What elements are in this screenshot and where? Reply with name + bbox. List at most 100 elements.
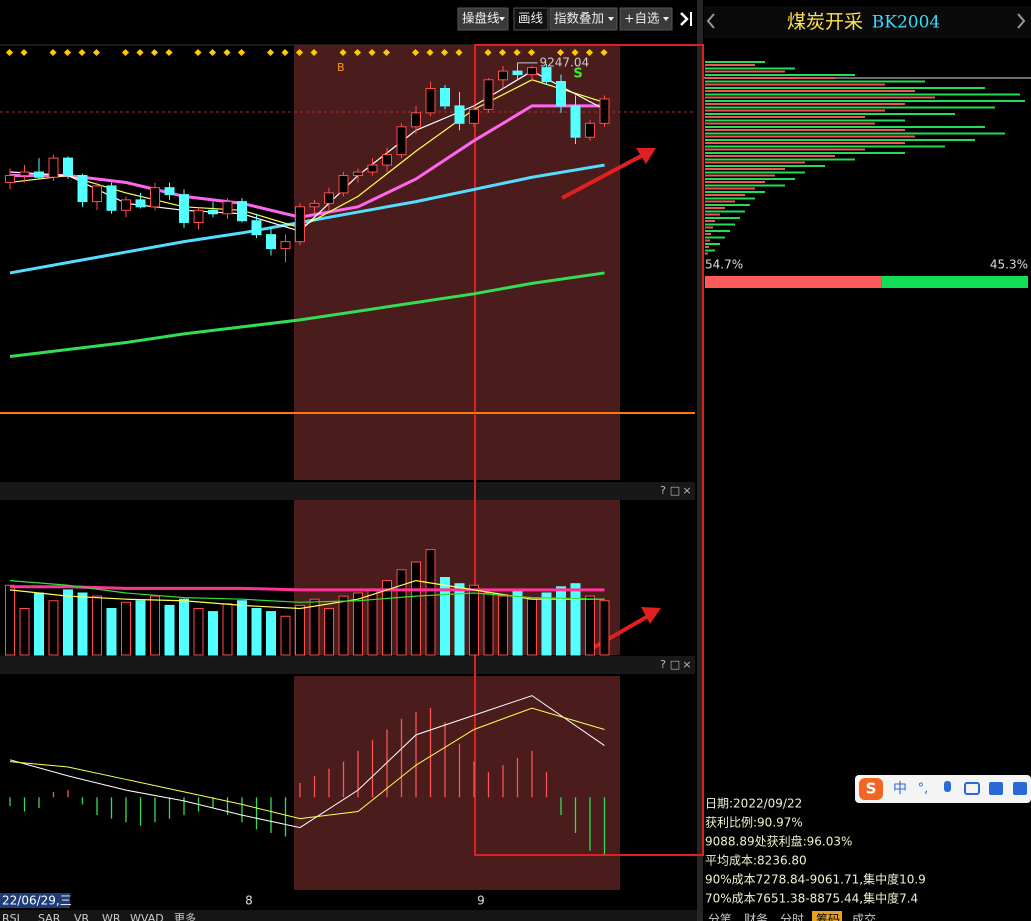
toolbar-button[interactable] xyxy=(457,7,509,31)
expand-button[interactable] xyxy=(680,12,689,26)
marker-diamond xyxy=(411,48,420,57)
candle-body xyxy=(382,154,392,166)
annotation-box xyxy=(474,44,704,856)
ime-punct[interactable]: °, xyxy=(918,782,929,797)
candle-body xyxy=(541,67,552,83)
dropdown-arrow[interactable] xyxy=(663,17,669,21)
volume-bar xyxy=(222,603,233,656)
next-arrow[interactable] xyxy=(1017,13,1026,29)
panel-title-bar xyxy=(704,6,1031,38)
ime-lang[interactable]: 中 xyxy=(893,781,907,797)
toolbar-button-label[interactable]: 画线 xyxy=(518,11,544,26)
volume-bar xyxy=(77,592,88,656)
marker-diamond xyxy=(585,48,594,57)
volume-bar xyxy=(34,592,44,656)
toolbar-button-label[interactable]: 操盘线 xyxy=(462,11,500,26)
volume-bar xyxy=(5,584,15,656)
dropdown-arrow[interactable] xyxy=(608,17,614,21)
marker-diamond xyxy=(455,48,463,57)
indicator-tab[interactable]: VR xyxy=(74,912,90,921)
candle-body xyxy=(483,79,494,110)
sector-code: BK2004 xyxy=(872,13,940,33)
dropdown-arrow[interactable] xyxy=(499,17,505,21)
prev-arrow[interactable] xyxy=(706,13,715,29)
loss-label: 45.3% xyxy=(990,258,1028,272)
toolbar-button[interactable] xyxy=(549,7,618,31)
indicator-tab[interactable]: RSI xyxy=(2,912,20,921)
panel-control[interactable]: ? xyxy=(660,658,666,671)
volume-bar xyxy=(338,595,349,656)
candle-body xyxy=(309,202,320,208)
toolbar-button[interactable] xyxy=(513,7,549,31)
panel-control[interactable]: × xyxy=(682,658,691,671)
toolbar: 操盘线 画线 指数叠加 +自选 xyxy=(457,7,692,31)
info-line: 日期:2022/09/22 xyxy=(705,797,802,811)
candle-body xyxy=(512,70,523,76)
ma-line xyxy=(9,707,605,820)
ma-line xyxy=(10,585,605,592)
toolbar-button[interactable] xyxy=(619,7,673,31)
candle-body xyxy=(193,209,204,223)
arrowhead xyxy=(641,607,661,624)
candle-body xyxy=(353,171,363,177)
candle-body xyxy=(570,105,581,138)
toolbar-button-label[interactable]: +自选 xyxy=(624,11,660,26)
volume-bar xyxy=(527,598,537,656)
panel-control[interactable]: □ xyxy=(670,484,680,497)
candle-body xyxy=(5,175,15,183)
volume-bar xyxy=(454,583,465,656)
panel-tab[interactable]: 筹码 xyxy=(816,913,840,921)
volume-bar xyxy=(512,589,523,656)
candle-body xyxy=(208,209,218,215)
marker-diamond xyxy=(150,48,159,57)
marker-diamond xyxy=(556,48,565,57)
ma-line xyxy=(9,579,605,610)
indicator-tab[interactable]: 更多 xyxy=(174,911,196,921)
volume-bar xyxy=(498,595,508,656)
high-label: 9247.04 xyxy=(540,55,590,69)
volume-bar xyxy=(309,598,320,656)
ime-skin[interactable] xyxy=(989,782,1003,795)
panel-control[interactable]: ? xyxy=(660,484,666,497)
volume-bar xyxy=(353,592,363,656)
panel-control[interactable]: × xyxy=(682,484,691,497)
ime-bar xyxy=(855,775,1031,803)
candle-body xyxy=(454,105,465,124)
candle-body xyxy=(237,201,247,222)
volume-bar xyxy=(48,600,59,656)
volume-bar xyxy=(19,608,30,656)
panel-tab[interactable]: 财务 xyxy=(744,912,768,921)
volume-bar xyxy=(599,600,610,656)
indicator-tab[interactable]: SAR xyxy=(38,912,61,921)
marker-diamond xyxy=(223,48,231,57)
volume-bar xyxy=(425,549,436,656)
indicator-tab[interactable]: WR xyxy=(102,912,121,921)
panel-tab[interactable]: 分笔 xyxy=(708,912,732,921)
candle-body xyxy=(599,98,610,124)
marker-diamond xyxy=(426,48,434,57)
info-line: 获利比例:90.97% xyxy=(705,816,803,830)
volume-bar xyxy=(411,561,421,656)
panel-control[interactable]: □ xyxy=(670,658,680,671)
candle-body xyxy=(92,185,102,203)
toolbar-button-label[interactable]: 指数叠加 xyxy=(554,11,604,26)
marker-diamond xyxy=(498,48,507,57)
ime-tools[interactable] xyxy=(1013,782,1027,795)
candle-body xyxy=(280,241,291,250)
candle-body xyxy=(556,81,566,107)
candle-body xyxy=(295,206,305,243)
ime-keyboard[interactable] xyxy=(964,782,980,795)
ime-mic[interactable] xyxy=(944,781,951,792)
arrow xyxy=(561,152,646,200)
marker-diamond xyxy=(208,48,217,57)
volume-bar xyxy=(266,611,276,656)
panel-tab[interactable]: 成交 xyxy=(852,912,876,921)
panel-tab[interactable]: 分时 xyxy=(780,913,804,921)
profit-label: 54.7% xyxy=(705,258,743,272)
candle-body xyxy=(77,175,88,203)
ime-logo[interactable] xyxy=(859,778,883,800)
indicator-tab[interactable]: WVAD xyxy=(130,912,164,921)
volume-bar xyxy=(469,584,479,656)
ma-line xyxy=(9,271,605,358)
candle-body xyxy=(164,187,175,196)
